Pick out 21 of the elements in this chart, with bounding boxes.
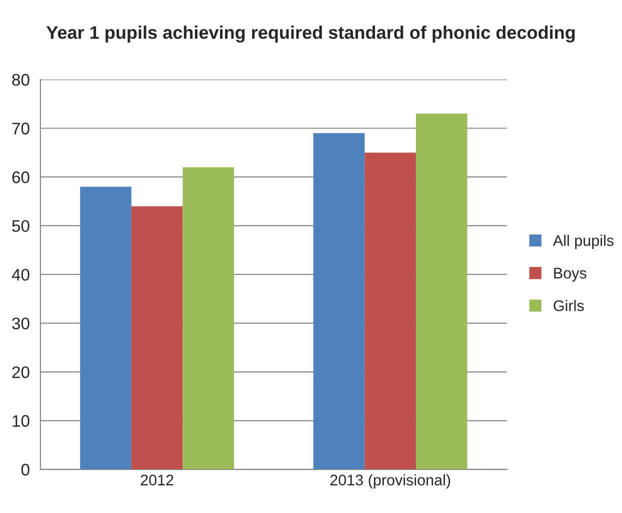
y-tick-label: 20 xyxy=(12,366,30,378)
x-tick-label: 2012 xyxy=(140,474,174,486)
y-tick-label: 30 xyxy=(12,318,30,330)
bar xyxy=(313,133,365,470)
legend-label: Girls xyxy=(554,300,584,312)
y-tick-label: 10 xyxy=(12,415,30,427)
bar xyxy=(131,206,183,470)
y-tick-label: 40 xyxy=(12,268,30,281)
y-tick-label: 60 xyxy=(12,171,30,184)
chart-title: Year 1 pupils achieving required standard of phonic decoding xyxy=(46,26,575,43)
x-tick-label: 2013 (provisional) xyxy=(330,474,450,488)
bar xyxy=(80,186,132,470)
y-tick-label: 70 xyxy=(12,122,30,134)
bar xyxy=(182,167,234,470)
bar xyxy=(416,114,468,470)
bar xyxy=(364,152,416,470)
legend-label: All pupils xyxy=(552,234,614,249)
y-tick-label: 80 xyxy=(12,74,30,86)
y-tick-label: 0 xyxy=(21,464,30,476)
y-tick-label: 50 xyxy=(12,220,30,232)
legend-label: Boys xyxy=(554,268,586,282)
